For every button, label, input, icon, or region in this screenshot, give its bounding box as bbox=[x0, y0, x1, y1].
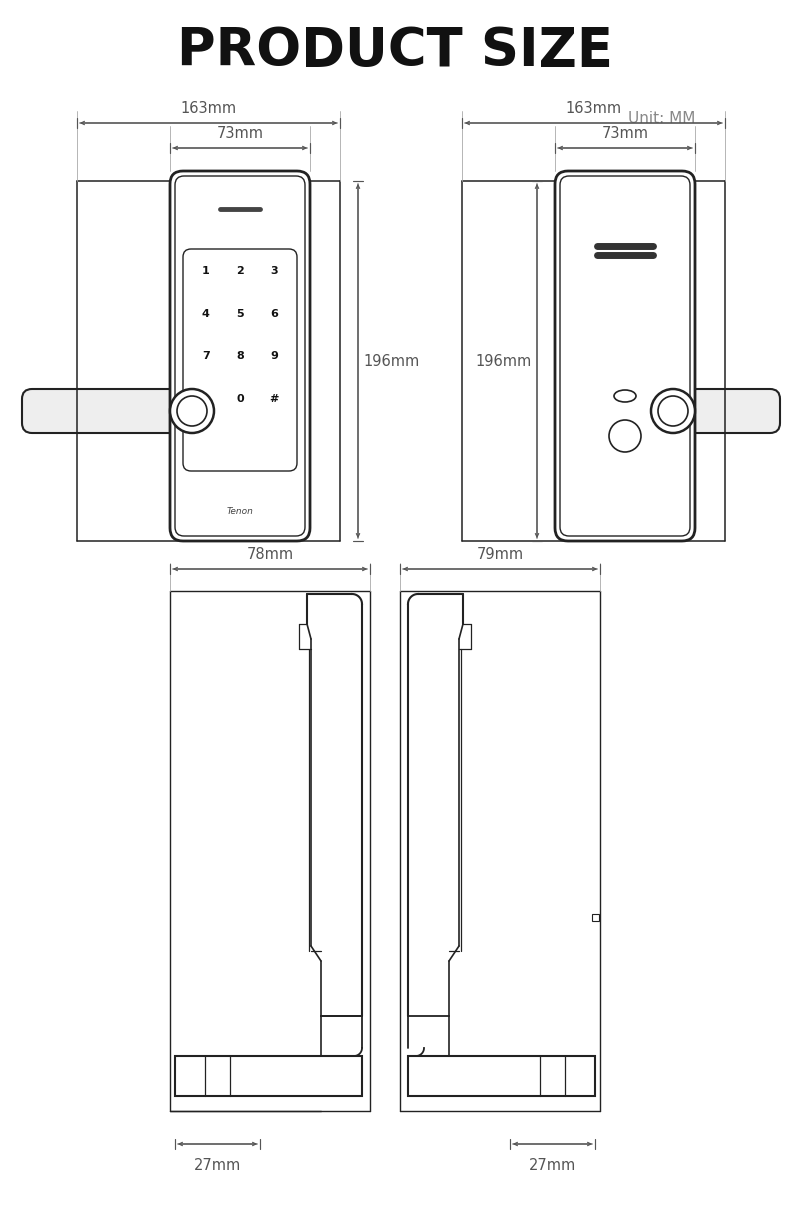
Circle shape bbox=[658, 396, 688, 425]
Bar bbox=[175, 1056, 362, 1096]
Text: 8: 8 bbox=[236, 352, 244, 362]
Bar bbox=[592, 915, 599, 921]
Text: *: * bbox=[203, 394, 209, 405]
Text: 1: 1 bbox=[202, 266, 209, 276]
Ellipse shape bbox=[614, 390, 636, 402]
Text: 27mm: 27mm bbox=[529, 1159, 576, 1173]
Bar bbox=[408, 1056, 595, 1096]
Text: 0: 0 bbox=[236, 394, 244, 405]
Text: 73mm: 73mm bbox=[601, 126, 649, 141]
FancyBboxPatch shape bbox=[183, 249, 297, 471]
Text: 3: 3 bbox=[270, 266, 278, 276]
Text: 9: 9 bbox=[270, 352, 278, 362]
FancyBboxPatch shape bbox=[175, 177, 305, 536]
Text: 7: 7 bbox=[202, 352, 209, 362]
Text: 73mm: 73mm bbox=[216, 126, 264, 141]
Text: 2: 2 bbox=[236, 266, 244, 276]
Text: PRODUCT SIZE: PRODUCT SIZE bbox=[177, 25, 613, 77]
Text: 6: 6 bbox=[270, 309, 278, 319]
Circle shape bbox=[177, 396, 207, 425]
Text: 4: 4 bbox=[202, 309, 209, 319]
Circle shape bbox=[609, 421, 641, 452]
Text: 5: 5 bbox=[236, 309, 244, 319]
Text: 163mm: 163mm bbox=[180, 101, 236, 116]
Text: Unit: MM: Unit: MM bbox=[628, 110, 695, 125]
Text: 78mm: 78mm bbox=[246, 547, 294, 562]
Text: 79mm: 79mm bbox=[476, 547, 524, 562]
FancyBboxPatch shape bbox=[560, 177, 690, 536]
Text: 196mm: 196mm bbox=[363, 353, 419, 369]
Circle shape bbox=[651, 389, 695, 433]
Text: 196mm: 196mm bbox=[476, 353, 532, 369]
Text: 163mm: 163mm bbox=[566, 101, 622, 116]
Circle shape bbox=[170, 389, 214, 433]
FancyBboxPatch shape bbox=[170, 170, 310, 541]
Text: 27mm: 27mm bbox=[194, 1159, 241, 1173]
FancyBboxPatch shape bbox=[646, 389, 780, 433]
FancyBboxPatch shape bbox=[22, 389, 219, 433]
Text: Tenon: Tenon bbox=[227, 506, 254, 515]
Text: #: # bbox=[269, 394, 279, 405]
FancyBboxPatch shape bbox=[555, 170, 695, 541]
